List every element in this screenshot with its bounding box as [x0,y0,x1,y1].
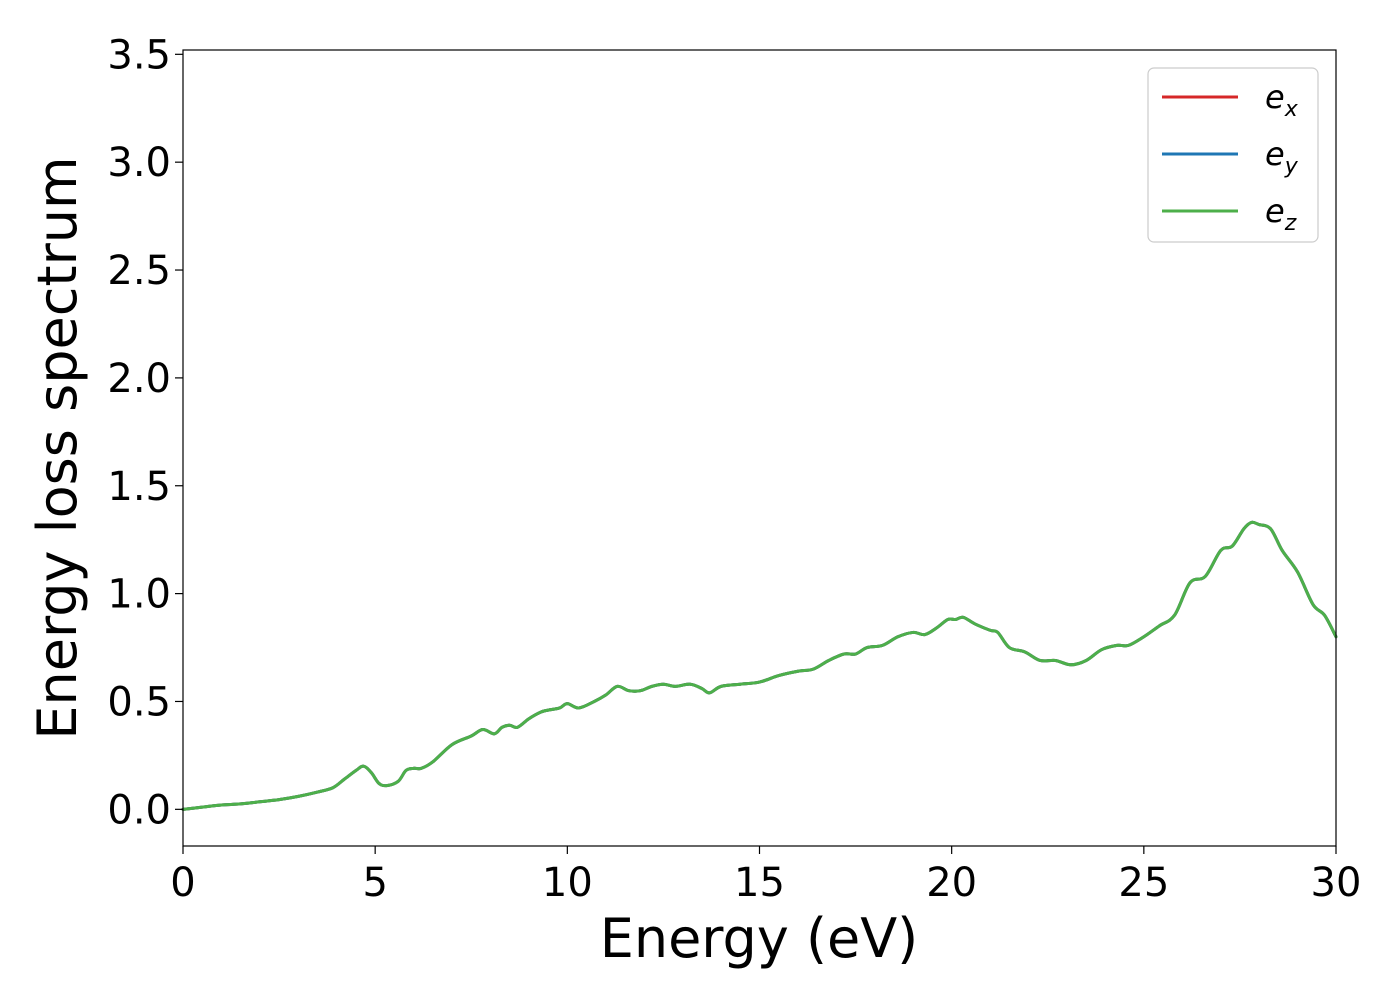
x-tick-label: 25 [1118,860,1169,906]
legend-label: ez [1265,192,1297,236]
y-tick-label: 3.5 [107,32,171,78]
legend-label-base: e [1265,192,1285,230]
y-tick-label: 2.0 [107,356,171,402]
y-tick-label: 0.5 [107,679,171,725]
y-axis-title: Energy loss spectrum [26,156,89,739]
x-tick-label: 30 [1311,860,1362,906]
y-tick-label: 2.5 [107,248,171,294]
x-tick-label: 15 [734,860,785,906]
series-line-ez [181,520,1338,811]
y-tick-label: 0.0 [107,787,171,833]
series-layer [181,520,1338,811]
x-tick-label: 20 [926,860,977,906]
x-axis-title: Energy (eV) [600,907,919,970]
y-tick-label: 1.0 [107,572,171,618]
x-axis-ticks: 0 5 10 15 20 25 30 [170,846,1361,906]
y-tick-label: 3.0 [107,140,171,186]
x-tick-label: 5 [362,860,387,906]
legend-label: ey [1265,135,1299,179]
legend-label-subscript: z [1284,211,1297,236]
x-tick-label: 0 [170,860,195,906]
legend-label-base: e [1265,78,1285,116]
legend-label-subscript: x [1284,97,1299,122]
y-axis-ticks: 0.0 0.5 1.0 1.5 2.0 2.5 3.0 3.5 [107,32,183,833]
x-tick-label: 10 [542,860,593,906]
y-tick-label: 1.5 [107,464,171,510]
legend-label-base: e [1265,135,1285,173]
legend-label-subscript: y [1284,154,1299,179]
legend-label: ex [1265,78,1299,122]
